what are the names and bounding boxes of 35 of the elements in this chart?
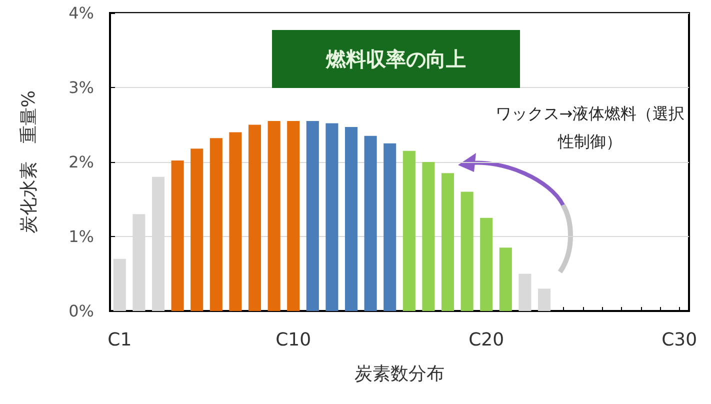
bar (190, 148, 204, 311)
bar (460, 192, 474, 311)
bar (268, 121, 280, 311)
bar (518, 274, 532, 311)
x-tick-label: C1 (108, 330, 132, 350)
y-tick-label: 3% (68, 78, 94, 97)
bar (422, 162, 435, 311)
bar (306, 121, 319, 311)
bar (326, 123, 338, 311)
x-tick-label: C20 (468, 330, 504, 350)
bar (538, 288, 551, 311)
bar (441, 173, 454, 311)
bar (248, 124, 262, 311)
y-tick-label: 2% (68, 152, 94, 172)
bar (229, 132, 242, 311)
bar (402, 150, 416, 311)
x-tick-label: C10 (276, 330, 312, 350)
bar (210, 138, 222, 311)
bar (499, 248, 512, 311)
bar (344, 126, 358, 311)
banner: 燃料収率の向上 (272, 30, 520, 88)
bar (287, 121, 300, 311)
y-axis-title: 炭化水素 重量% (18, 90, 40, 234)
annotation: ワックス→液体燃料（選択性制御） (494, 103, 686, 153)
bar (384, 143, 396, 311)
bar (480, 218, 493, 311)
bar (171, 160, 184, 311)
annotation: 燃料収率の向上 (326, 46, 466, 72)
y-tick-label: 1% (68, 227, 94, 246)
bar (364, 136, 377, 311)
y-tick-label: 4% (68, 4, 94, 22)
x-axis-title: 炭素数分布 (354, 364, 444, 384)
bar (113, 258, 126, 311)
x-tick-label: C30 (662, 330, 698, 350)
y-tick-label: 0% (68, 302, 94, 320)
